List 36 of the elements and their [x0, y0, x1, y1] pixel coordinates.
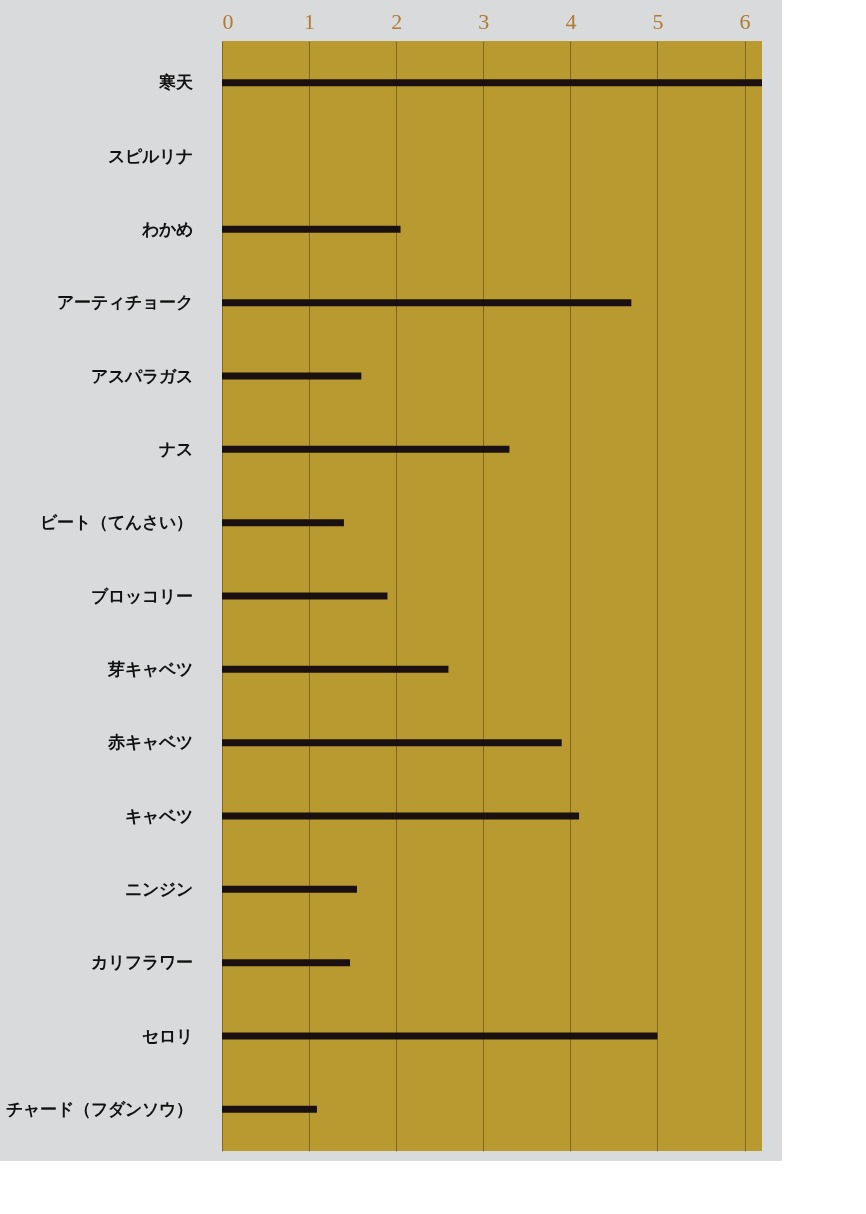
- y-tick-label: スピルリナ: [107, 145, 193, 166]
- x-tick-label: 2: [391, 8, 403, 34]
- y-tick-label: ニンジン: [124, 878, 193, 899]
- x-tick-label: 3: [478, 8, 490, 34]
- y-tick-label: 寒天: [157, 72, 193, 93]
- y-tick-label: アーティチョーク: [56, 292, 193, 313]
- y-tick-label: ビート（てんさい）: [39, 512, 193, 533]
- x-tick-label: 5: [652, 8, 664, 34]
- y-tick-label: カリフラワー: [90, 952, 193, 973]
- y-tick-label: セロリ: [141, 1025, 193, 1046]
- bar: [222, 299, 632, 307]
- bar: [222, 959, 351, 967]
- bar: [222, 79, 762, 87]
- y-tick-label: キャベツ: [124, 805, 193, 826]
- bar: [222, 665, 449, 673]
- bar: [222, 372, 362, 380]
- y-tick-label: ブロッコリー: [90, 585, 193, 606]
- bar: [222, 225, 401, 233]
- x-tick-label: 6: [739, 8, 751, 34]
- bar: [222, 1032, 658, 1040]
- bar: [222, 1105, 317, 1113]
- y-tick-label: 赤キャベツ: [106, 732, 193, 753]
- bar: [222, 739, 562, 747]
- y-tick-label: ナス: [158, 438, 193, 459]
- x-tick-label: 1: [304, 8, 316, 34]
- y-tick-label: アスパラガス: [90, 365, 193, 386]
- y-tick-label: 芽キャベツ: [106, 658, 193, 679]
- y-tick-label: わかめ: [140, 218, 193, 239]
- x-tick-label: 4: [565, 8, 577, 34]
- bar: [222, 885, 357, 893]
- bar: [222, 445, 510, 453]
- x-tick-label: 0: [222, 8, 234, 34]
- bar: [222, 592, 388, 600]
- bar: [222, 812, 580, 820]
- y-tick-label: チャード（フダンソウ）: [5, 1098, 193, 1119]
- bar: [222, 519, 344, 527]
